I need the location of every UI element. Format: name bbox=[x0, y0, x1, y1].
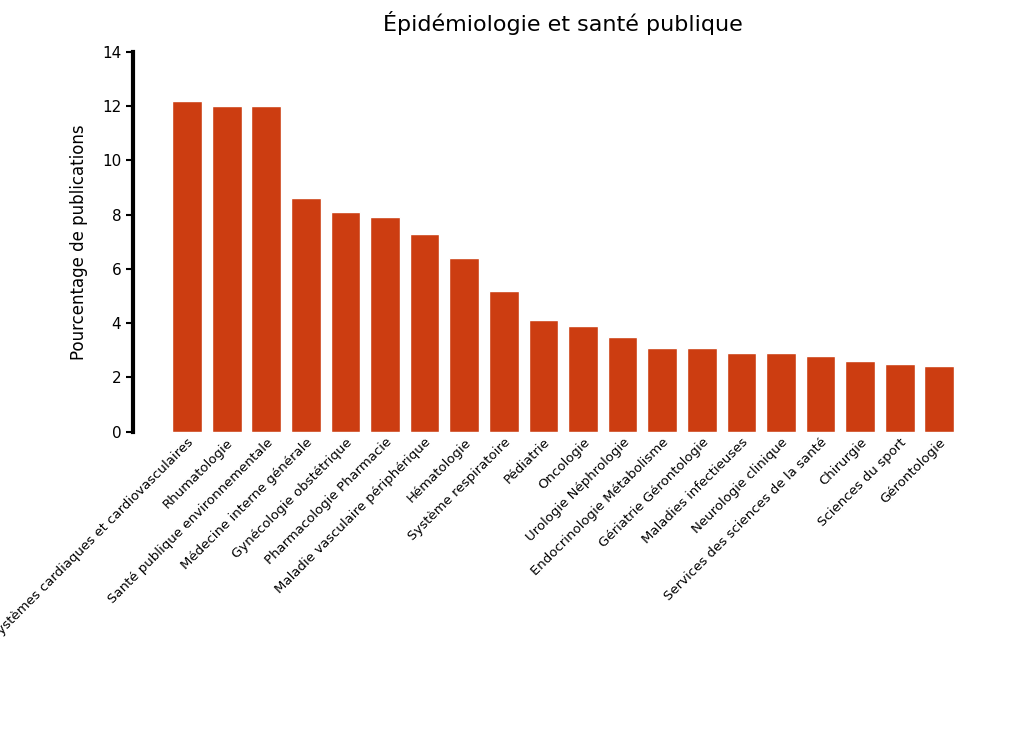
Bar bbox=[607, 336, 637, 432]
Bar bbox=[925, 367, 954, 432]
Bar bbox=[647, 347, 677, 432]
Y-axis label: Pourcentage de publications: Pourcentage de publications bbox=[71, 124, 88, 359]
Bar bbox=[568, 326, 598, 432]
Bar bbox=[885, 364, 914, 432]
Bar bbox=[806, 356, 836, 432]
Bar bbox=[450, 258, 479, 432]
Bar bbox=[528, 321, 558, 432]
Bar bbox=[766, 353, 796, 432]
Bar bbox=[371, 217, 400, 432]
Bar bbox=[172, 101, 202, 432]
Bar bbox=[331, 212, 360, 432]
Bar bbox=[489, 291, 519, 432]
Bar bbox=[291, 199, 321, 432]
Bar bbox=[212, 106, 242, 432]
Bar bbox=[687, 347, 717, 432]
Title: Épidémiologie et santé publique: Épidémiologie et santé publique bbox=[383, 11, 743, 35]
Bar bbox=[726, 353, 756, 432]
Bar bbox=[845, 361, 874, 432]
Bar bbox=[410, 234, 439, 432]
Bar bbox=[252, 106, 282, 432]
